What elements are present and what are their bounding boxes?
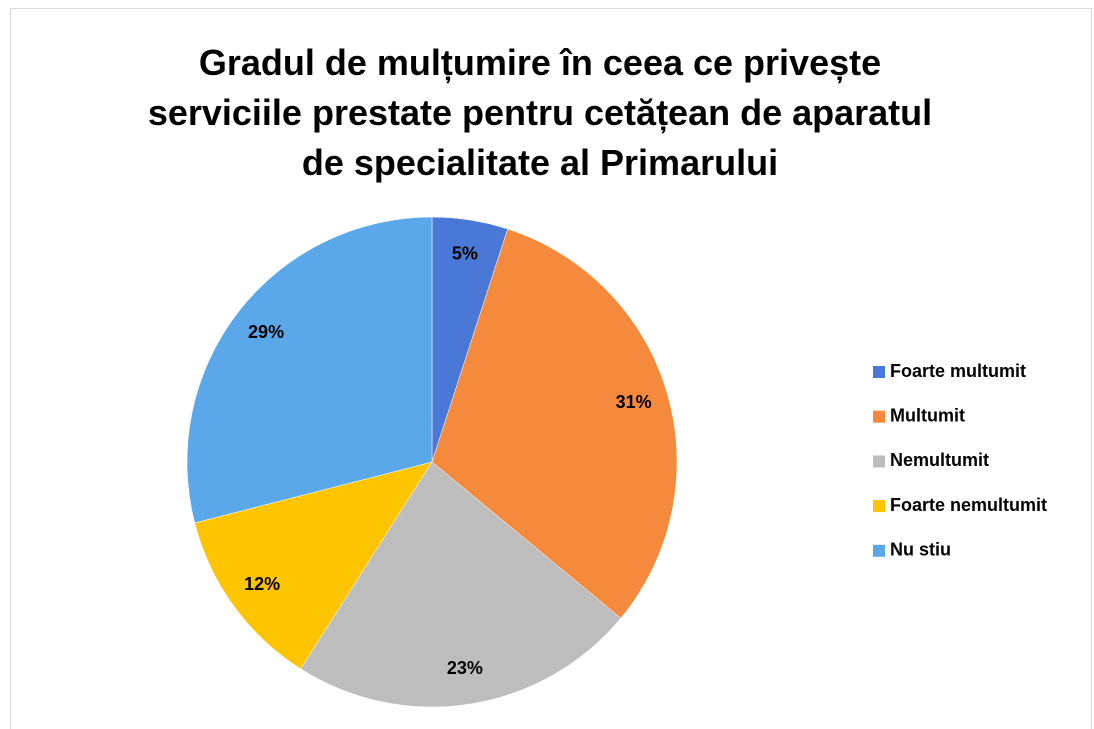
pie-slice (431, 228, 678, 619)
pie-slice (194, 461, 433, 670)
pie-slice (186, 216, 433, 524)
data-label: 5% (452, 243, 478, 263)
legend-swatch (873, 410, 885, 423)
legend-swatch (873, 366, 885, 378)
legend-label: Multumit (890, 405, 965, 425)
data-label: 29% (248, 322, 284, 342)
data-label: 12% (244, 574, 280, 594)
chart-title: Gradul de mulțumire în ceea ce privește … (147, 42, 933, 183)
pie-slice (300, 461, 622, 708)
legend-swatch (873, 500, 885, 513)
legend-swatch (873, 544, 885, 557)
legend-swatch (873, 455, 885, 468)
legend-label: Nu stiu (890, 540, 951, 560)
chart-frame (10, 8, 1092, 729)
legend-label: Nemultumit (890, 450, 989, 470)
legend-label: Foarte multumit (890, 361, 1026, 381)
data-label: 31% (616, 392, 652, 412)
legend-label: Foarte nemultumit (890, 495, 1047, 515)
data-label: 23% (447, 658, 483, 678)
